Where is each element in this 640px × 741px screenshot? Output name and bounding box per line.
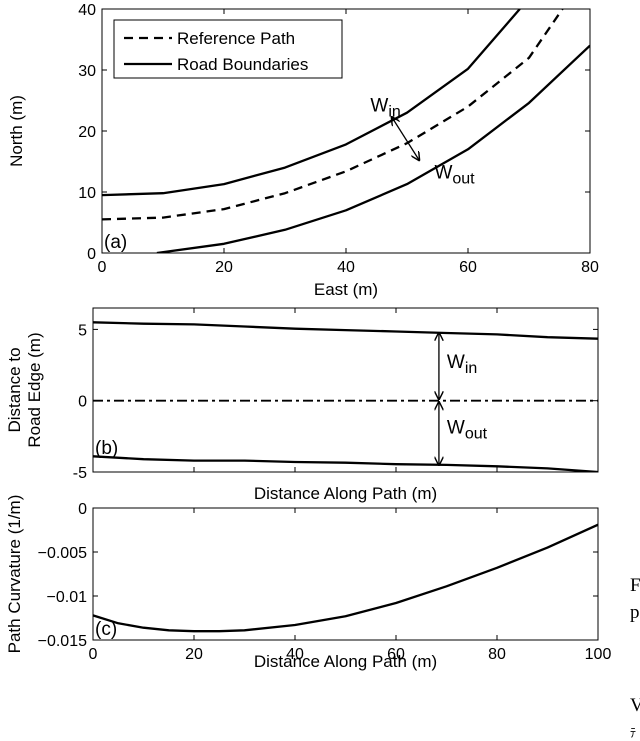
series-group bbox=[93, 321, 598, 472]
legend: Reference Path Road Boundaries bbox=[113, 19, 343, 79]
width-annotations: Win Wout bbox=[370, 95, 475, 187]
plot-frame bbox=[92, 307, 599, 473]
legend-entry: Reference Path bbox=[177, 29, 295, 48]
series-group bbox=[93, 523, 598, 633]
w-in-label: Win bbox=[370, 95, 400, 120]
x-axis-label: East (m) bbox=[314, 280, 378, 299]
y-tick-label: 20 bbox=[78, 124, 96, 141]
y-tick-label: 0 bbox=[87, 246, 96, 263]
legend-entry: Road Boundaries bbox=[177, 55, 308, 74]
x-tick-label: 0 bbox=[98, 259, 107, 276]
x-axis-label: Distance Along Path (m) bbox=[254, 484, 437, 503]
cut-text-bottom: ﾃ bbox=[630, 726, 637, 740]
cut-text-f: F bbox=[630, 575, 640, 596]
width-arrow bbox=[392, 117, 419, 160]
w-out-label: Wout bbox=[447, 417, 488, 442]
x-tick-label: 0 bbox=[89, 646, 98, 663]
w-in-label: Win bbox=[447, 352, 477, 377]
panel-label: (b) bbox=[95, 438, 118, 459]
y-axis-label: North (m) bbox=[7, 95, 26, 167]
chart-panel-1: 0 20 40 60 80 0 10 20 30 40 East (m) North (m) (a) Re… bbox=[7, 2, 599, 299]
x-tick-label: 40 bbox=[337, 259, 355, 276]
x-tick-label: 80 bbox=[488, 646, 506, 663]
chart-panel-3: 0 20 40 60 80 100 0 −0.005 −0.01 −0.015 Distance A… bbox=[5, 495, 611, 671]
y-tick-label: 0 bbox=[78, 394, 87, 411]
chart-panel-2: 5 0 -5 Distance Along Path (m) Distance to Ro… bbox=[5, 307, 599, 503]
series-line-1 bbox=[93, 321, 598, 340]
w-out-label: Wout bbox=[434, 163, 475, 188]
y-tick-label: 40 bbox=[78, 2, 96, 19]
series-line-1 bbox=[102, 9, 564, 221]
series-line-3 bbox=[93, 455, 598, 472]
y-tick-label: −0.01 bbox=[47, 589, 88, 606]
x-tick-label: 20 bbox=[215, 259, 233, 276]
x-tick-label: 60 bbox=[459, 259, 477, 276]
cut-text-v: V bbox=[630, 695, 640, 716]
series-line-2 bbox=[102, 9, 521, 197]
x-tick-label: 20 bbox=[185, 646, 203, 663]
x-tick-label: 60 bbox=[387, 646, 405, 663]
series-line-3 bbox=[156, 44, 590, 253]
y-axis-label: Road Edge (m) bbox=[25, 332, 44, 447]
cut-text-p: p bbox=[630, 602, 640, 623]
y-axis-label: Path Curvature (1/m) bbox=[5, 495, 24, 654]
y-tick-label: 5 bbox=[78, 322, 87, 339]
x-axis-label: Distance Along Path (m) bbox=[254, 652, 437, 671]
x-tick-label: 100 bbox=[585, 646, 612, 663]
y-tick-label: 0 bbox=[78, 501, 87, 518]
y-tick-label: 30 bbox=[78, 63, 96, 80]
plot-frame bbox=[92, 507, 599, 641]
panel-label: (a) bbox=[104, 232, 127, 253]
y-tick-label: −0.005 bbox=[38, 545, 87, 562]
y-tick-label: -5 bbox=[73, 465, 87, 482]
legend-box bbox=[113, 19, 343, 79]
series-group bbox=[102, 9, 590, 253]
y-axis-label: Distance to bbox=[5, 347, 24, 432]
y-tick-label: −0.015 bbox=[38, 633, 87, 650]
x-tick-label: 80 bbox=[581, 259, 599, 276]
width-annotations: Win Wout bbox=[439, 333, 488, 465]
y-tick-label: 10 bbox=[78, 185, 96, 202]
x-tick-label: 40 bbox=[286, 646, 304, 663]
series-line-1 bbox=[93, 523, 598, 633]
panel-label: (c) bbox=[95, 619, 117, 640]
